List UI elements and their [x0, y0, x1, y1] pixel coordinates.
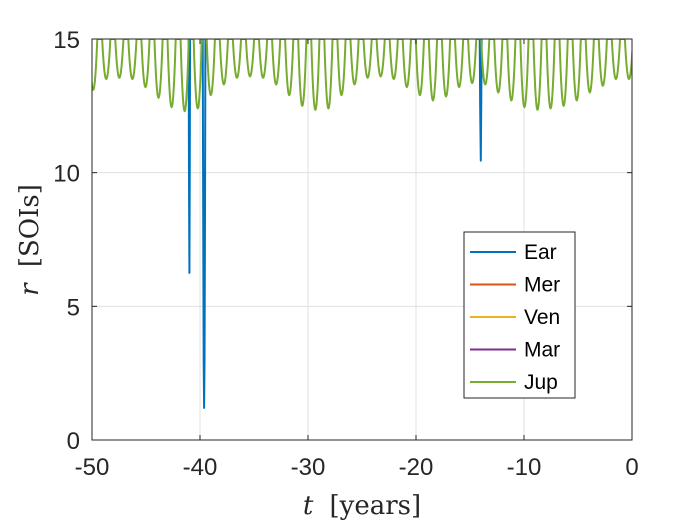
x-axis-symbol: t	[303, 491, 314, 521]
y-axis-unit: [SOIs]	[15, 184, 45, 267]
y-tick-label: 0	[67, 428, 80, 455]
legend-label-mar: Mar	[524, 339, 560, 362]
y-tick-labels: 0 5 10 15	[53, 27, 80, 455]
y-tick-label: 15	[53, 27, 80, 54]
legend-label-jup: Jup	[524, 371, 558, 394]
x-axis-unit: [years]	[330, 491, 422, 521]
legend: Ear Mer Ven Mar Jup	[463, 231, 576, 399]
y-axis-symbol: r	[15, 282, 45, 296]
y-tick-label: 5	[67, 294, 80, 321]
series-line-ear	[201, 39, 207, 409]
y-axis-label: r [SOIs]	[15, 184, 45, 296]
legend-label-ven: Ven	[524, 306, 560, 329]
x-tick-labels: -50 -40 -30 -20 -10 0	[75, 454, 639, 481]
x-tick-label: -10	[507, 454, 542, 481]
x-tick-label: -30	[291, 454, 326, 481]
legend-box	[463, 231, 576, 399]
x-tick-label: -50	[75, 454, 110, 481]
series-line-ear	[187, 39, 192, 274]
series-layer	[92, 39, 632, 409]
series-line-ear	[478, 39, 483, 162]
y-tick-label: 10	[53, 161, 80, 188]
x-axis-label: t [years]	[303, 491, 421, 521]
plot-box	[91, 38, 633, 441]
ticks	[91, 38, 633, 441]
legend-label-ear: Ear	[524, 241, 557, 264]
x-tick-label: -20	[399, 454, 434, 481]
x-tick-label: 0	[625, 454, 638, 481]
x-tick-label: -40	[183, 454, 218, 481]
legend-label-mer: Mer	[524, 274, 560, 297]
